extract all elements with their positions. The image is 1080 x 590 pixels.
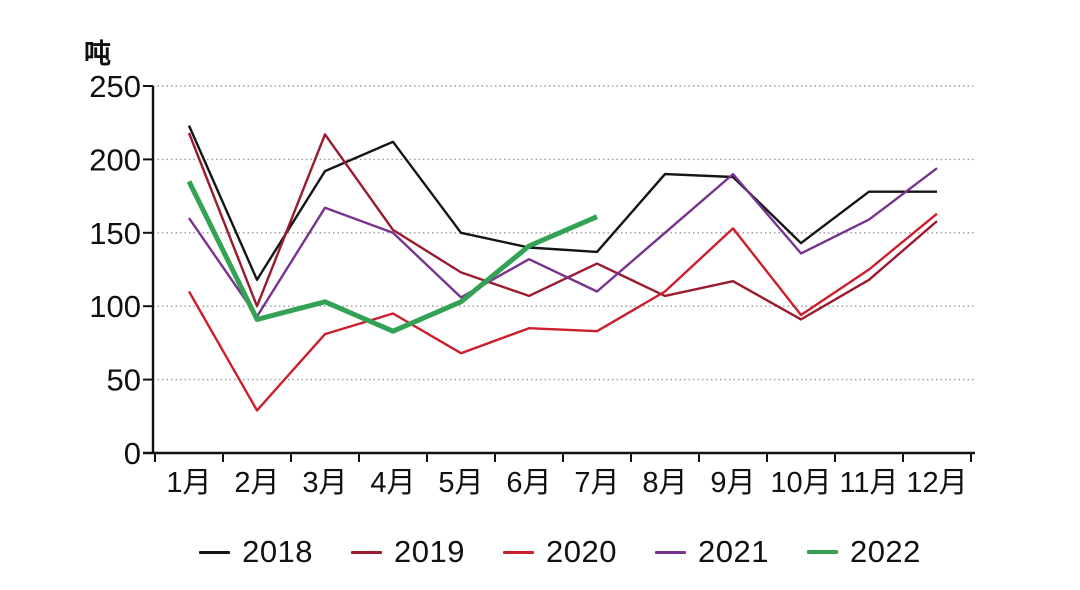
legend-dash-2018 [199, 550, 231, 554]
legend-dash-2020 [503, 550, 535, 554]
series-line-2020 [187, 212, 938, 412]
series-line-2022 [186, 180, 598, 334]
x-label-12yue: 12月 [906, 467, 967, 499]
chart-canvas: 0 50 100 150 200 250 1月 2月 3月 4月 5月 6月 7月 8月 9月 10月 11月 1… [89, 69, 975, 499]
series-line-2019 [187, 132, 938, 321]
legend-label-2019: 2019 [394, 534, 466, 569]
chart-legend: 2018 2019 2020 2021 2022 [40, 530, 1080, 574]
x-label-2yue: 2月 [234, 467, 279, 499]
x-label-10yue: 10月 [770, 467, 831, 499]
legend-label-2020: 2020 [546, 534, 617, 569]
y-tick-label-0: 0 [124, 436, 141, 471]
y-tick-label-200: 200 [89, 142, 141, 177]
x-label-5yue: 5月 [438, 467, 483, 499]
legend-label-2018: 2018 [242, 534, 314, 569]
y-tick-label-100: 100 [89, 289, 141, 324]
legend-dash-2021 [654, 550, 686, 554]
legend-item-2020: 2020 [503, 534, 617, 570]
x-label-3yue: 3月 [302, 467, 347, 499]
legend-label-2022: 2022 [849, 534, 921, 569]
x-label-9yue: 9月 [710, 467, 755, 499]
y-axis-unit-label: 吨 [84, 39, 111, 69]
x-label-6yue: 6月 [506, 467, 551, 499]
y-tick-label-150: 150 [89, 216, 141, 251]
legend-dash-2019 [351, 550, 383, 554]
y-tick-label-50: 50 [107, 363, 141, 398]
legend-item-2019: 2019 [351, 534, 465, 570]
x-label-1yue: 1月 [166, 467, 211, 499]
x-label-4yue: 4月 [370, 467, 415, 499]
x-label-11yue: 11月 [839, 467, 898, 499]
x-label-7yue: 7月 [574, 467, 619, 499]
legend-label-2021: 2021 [697, 534, 769, 569]
legend-item-2021: 2021 [654, 534, 769, 570]
series-line-2018 [187, 125, 937, 281]
series-line-2021 [188, 167, 938, 318]
y-tick-label-250: 250 [89, 69, 141, 104]
legend-dash-2022 [806, 550, 838, 554]
x-label-8yue: 8月 [642, 467, 687, 499]
legend-item-2022: 2022 [806, 534, 921, 570]
legend-item-2018: 2018 [199, 534, 313, 570]
